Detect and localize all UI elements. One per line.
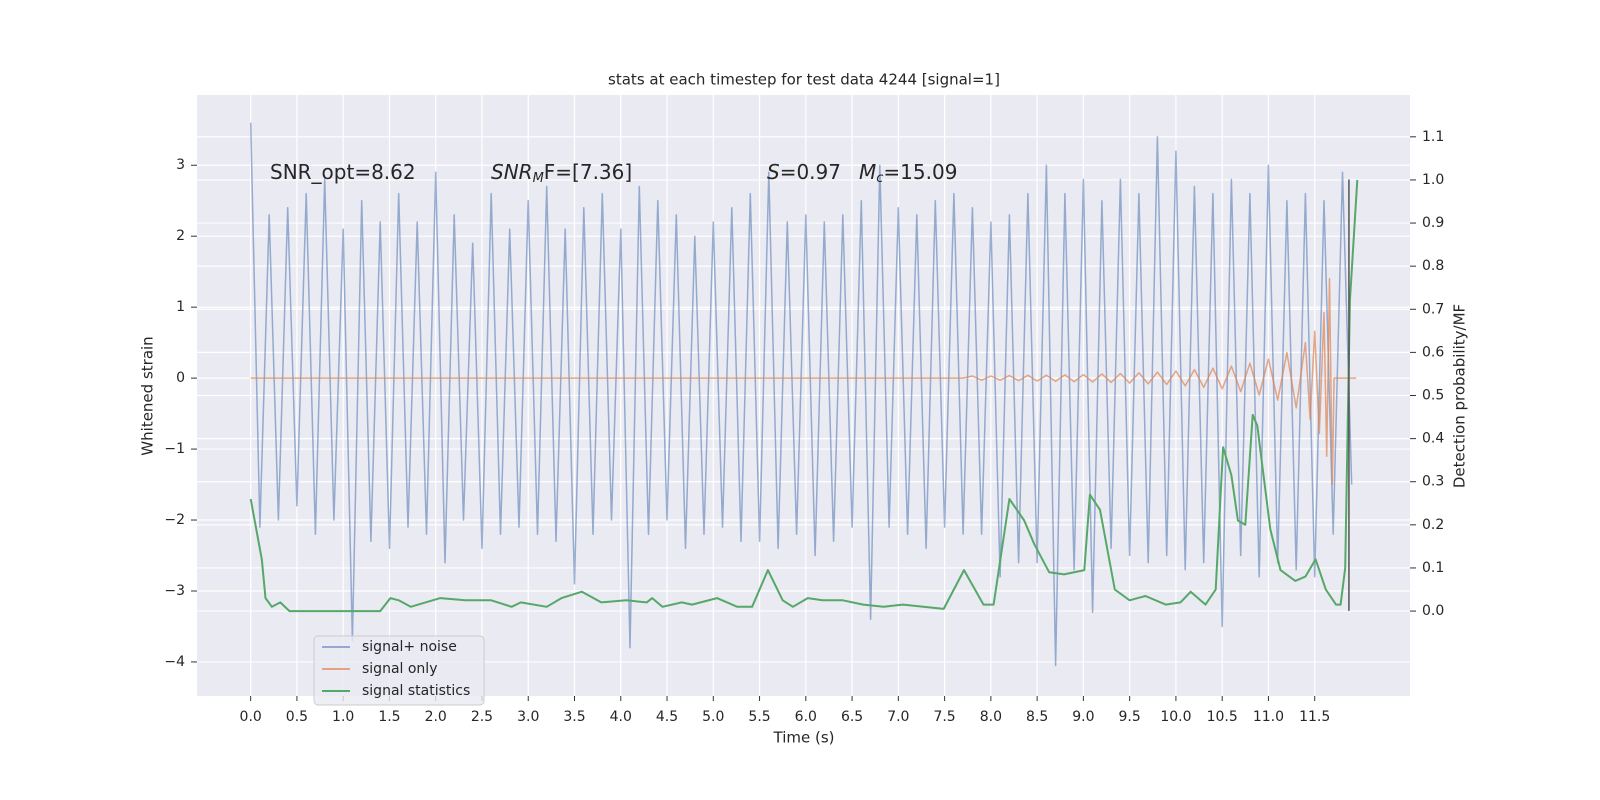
x-tick-label: 3.5 bbox=[563, 709, 585, 725]
x-tick-label: 0.0 bbox=[240, 709, 262, 725]
annotation-part: =0.97 bbox=[780, 160, 841, 184]
x-tick-label: 9.0 bbox=[1072, 709, 1094, 725]
y-tick-label: −4 bbox=[164, 654, 185, 670]
x-tick-label: 11.0 bbox=[1253, 709, 1284, 725]
legend-label: signal only bbox=[362, 661, 437, 677]
annotation-part: M bbox=[533, 171, 544, 186]
x-tick-label: 6.5 bbox=[841, 709, 863, 725]
y2-tick-label: 0.0 bbox=[1422, 603, 1444, 619]
x-tick-label: 6.0 bbox=[795, 709, 817, 725]
x-tick-label: 0.5 bbox=[286, 709, 308, 725]
x-tick-label: 2.5 bbox=[471, 709, 493, 725]
y2-axis-label: Detection probability/MF bbox=[1451, 304, 1469, 488]
y-tick-label: −3 bbox=[164, 583, 185, 599]
chart-title: stats at each timestep for test data 424… bbox=[608, 71, 1000, 89]
y-tick-label: 0 bbox=[176, 370, 185, 386]
x-tick-label: 9.5 bbox=[1119, 709, 1141, 725]
y2-tick-label: 0.5 bbox=[1422, 388, 1444, 404]
legend-label: signal statistics bbox=[362, 683, 470, 699]
annotation-part: S bbox=[767, 160, 780, 184]
y-axis-label: Whitened strain bbox=[139, 336, 157, 455]
x-tick-label: 5.5 bbox=[748, 709, 770, 725]
series-line bbox=[249, 179, 1359, 613]
y-tick-label: −1 bbox=[164, 441, 185, 457]
legend-label: signal+ noise bbox=[362, 639, 457, 655]
annotation: S=0.97 bbox=[767, 160, 841, 184]
y-tick-label: 3 bbox=[176, 157, 185, 173]
y-tick-label: 1 bbox=[176, 299, 185, 315]
x-tick-label: 7.5 bbox=[933, 709, 955, 725]
x-tick-label: 1.5 bbox=[378, 709, 400, 725]
y2-tick-label: 0.7 bbox=[1422, 301, 1444, 317]
legend-box bbox=[313, 635, 485, 706]
y2-tick-label: 0.2 bbox=[1422, 517, 1444, 533]
x-tick-label: 4.0 bbox=[610, 709, 632, 725]
annotation: Mc=15.09 bbox=[859, 160, 957, 186]
annotation-part: SNR_opt=8.62 bbox=[270, 160, 416, 184]
y2-tick-label: 0.6 bbox=[1422, 344, 1444, 360]
y-tick-label: −2 bbox=[164, 512, 185, 528]
x-tick-label: 3.0 bbox=[517, 709, 539, 725]
x-tick-label: 10.0 bbox=[1160, 709, 1191, 725]
x-tick-label: 11.5 bbox=[1299, 709, 1330, 725]
y2-tick-label: 0.1 bbox=[1422, 560, 1444, 576]
annotation: SNR_opt=8.62 bbox=[270, 160, 416, 184]
x-tick-label: 1.0 bbox=[332, 709, 354, 725]
annotation-part: M bbox=[859, 160, 876, 184]
annotation-part: F=[7.36] bbox=[544, 160, 632, 184]
x-tick-label: 7.0 bbox=[887, 709, 909, 725]
x-tick-label: 8.5 bbox=[1026, 709, 1048, 725]
annotation-part: c bbox=[876, 171, 883, 186]
y-tick-label: 2 bbox=[176, 228, 185, 244]
annotation: SNRMF=[7.36] bbox=[491, 160, 632, 186]
x-tick-label: 4.5 bbox=[656, 709, 678, 725]
y2-tick-label: 0.8 bbox=[1422, 258, 1444, 274]
grid bbox=[197, 95, 1410, 696]
y2-tick-label: 0.4 bbox=[1422, 431, 1444, 447]
x-tick-label: 8.0 bbox=[980, 709, 1002, 725]
x-axis-label: Time (s) bbox=[773, 729, 835, 747]
y2-tick-label: 0.3 bbox=[1422, 474, 1444, 490]
series-line bbox=[249, 122, 1353, 667]
x-tick-label: 5.0 bbox=[702, 709, 724, 725]
annotation-part: SNR bbox=[491, 160, 533, 184]
series-line bbox=[250, 278, 1357, 486]
y2-tick-label: 0.9 bbox=[1422, 215, 1444, 231]
x-tick-label: 10.5 bbox=[1207, 709, 1238, 725]
y2-tick-label: 1.1 bbox=[1422, 129, 1444, 145]
y2-tick-label: 1.0 bbox=[1422, 172, 1444, 188]
x-tick-label: 2.0 bbox=[425, 709, 447, 725]
annotation-part: =15.09 bbox=[883, 160, 957, 184]
